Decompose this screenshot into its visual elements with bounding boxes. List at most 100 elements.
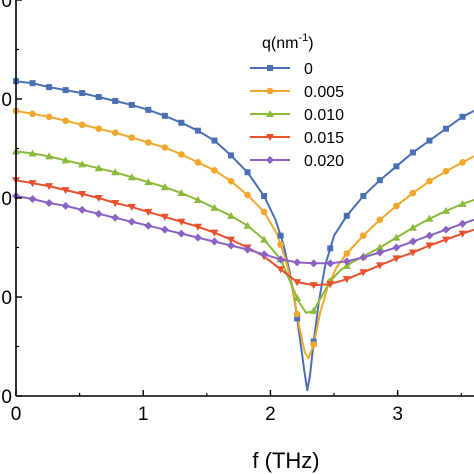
series-1-marker-17 (293, 310, 301, 318)
series-0-marker-19 (327, 245, 334, 252)
series-1-marker-12 (211, 166, 218, 174)
series-2-marker-4 (78, 160, 87, 168)
series-0-marker-27 (459, 113, 466, 120)
series-1-marker-8 (145, 139, 152, 146)
legend-marker-1 (266, 87, 274, 95)
legend-marker-4 (266, 156, 274, 164)
legend-label-1: 0.005 (304, 84, 344, 101)
series-0-marker-7 (128, 101, 135, 108)
series-4-marker-18 (309, 259, 318, 268)
series-2-marker-2 (45, 152, 54, 160)
x-axis-label: f (THz) (252, 448, 319, 473)
series-1-marker-7 (128, 134, 136, 141)
series-3-marker-10 (177, 218, 186, 226)
series-0-marker-11 (194, 127, 201, 134)
series-0-marker-16 (277, 232, 284, 239)
series-3-marker-16 (276, 266, 285, 274)
series-1-marker-27 (459, 159, 466, 166)
series-1-marker-18 (310, 341, 318, 348)
series-0-marker-13 (228, 152, 235, 159)
series-3-marker-13 (227, 236, 236, 244)
legend-marker-3 (266, 134, 274, 141)
series-3-marker-23 (392, 255, 401, 263)
series-3-marker-12 (210, 229, 219, 237)
series-1-marker-22 (376, 216, 384, 224)
y-tick-label-0: 0 (1, 387, 12, 408)
series-2-marker-8 (144, 178, 153, 186)
series-3-marker-1 (28, 180, 37, 188)
series-1-marker-20 (343, 250, 351, 257)
series-1-marker-1 (29, 110, 36, 118)
series-4-marker-16 (276, 255, 285, 264)
legend-label-2: 0.010 (304, 107, 344, 124)
series-2-marker-14 (243, 221, 252, 229)
series-3-marker-6 (111, 199, 120, 207)
series-4-marker-6 (111, 213, 120, 222)
legend-title-close: ) (308, 35, 313, 52)
series-2-marker-13 (227, 211, 236, 219)
series-4-marker-1 (28, 194, 37, 203)
series-4-marker-9 (160, 225, 169, 234)
series-2-marker-7 (127, 173, 136, 181)
series-0-marker-26 (443, 125, 450, 132)
x-tick-label-1: 1 (138, 404, 149, 425)
series-1-marker-26 (442, 167, 450, 175)
series-1-marker-23 (393, 202, 400, 210)
series-2-marker-11 (193, 195, 202, 203)
series-2-marker-10 (177, 189, 186, 197)
series-line-4 (16, 195, 474, 265)
series-2-marker-26 (442, 206, 451, 214)
series-2-marker-12 (210, 203, 219, 211)
legend-label-0: 0 (304, 61, 313, 78)
series-0-marker-6 (112, 97, 119, 104)
series-3-marker-5 (94, 195, 103, 202)
series-0-marker-5 (95, 94, 102, 101)
series-0-marker-10 (178, 119, 185, 126)
series-4-marker-10 (177, 229, 186, 238)
series-0-marker-20 (343, 212, 350, 219)
series-2-marker-24 (408, 223, 417, 231)
series-2-marker-15 (260, 235, 269, 243)
series-4-marker-24 (408, 237, 417, 246)
series-1-marker-9 (161, 144, 169, 151)
series-1-marker-5 (95, 125, 102, 132)
legend-label-4: 0.020 (304, 153, 344, 170)
y-tick-label-1: 0 (1, 288, 12, 309)
series-3-marker-27 (458, 230, 467, 238)
series-4-marker-15 (260, 250, 269, 259)
series-4-marker-17 (293, 258, 302, 267)
series-4-marker-25 (425, 231, 434, 240)
series-1-marker-3 (62, 117, 69, 125)
series-1-marker-15 (260, 208, 268, 216)
series-4-marker-8 (144, 221, 153, 230)
series-4-marker-2 (45, 198, 54, 207)
series-line-2 (16, 150, 474, 314)
series-1-marker-16 (277, 241, 284, 248)
series-1-marker-6 (111, 129, 119, 136)
series-3-marker-22 (375, 262, 384, 270)
series-3-marker-21 (359, 269, 368, 277)
legend-marker-0 (267, 65, 273, 71)
series-1-marker-10 (178, 151, 185, 158)
series-3-marker-7 (127, 203, 136, 211)
series-1-marker-25 (426, 177, 433, 185)
series-0-marker-3 (62, 87, 69, 94)
series-4-marker-12 (210, 237, 219, 246)
series-3-marker-17 (293, 279, 302, 287)
series-4-marker-20 (342, 257, 351, 266)
y-tick-label-2: 0 (1, 189, 12, 210)
series-4-marker-7 (127, 217, 136, 226)
x-tick-label-3: 3 (392, 404, 403, 425)
series-4-marker-19 (326, 259, 335, 268)
series-line-0 (16, 80, 474, 392)
series-3-marker-19 (326, 281, 335, 289)
series-3-marker-3 (61, 187, 70, 195)
series-0-marker-8 (145, 106, 152, 113)
series-0-marker-24 (409, 149, 416, 156)
series-4-marker-23 (392, 243, 401, 252)
series-4-marker-5 (94, 209, 103, 218)
series-4-marker-13 (227, 241, 236, 250)
legend-title: q(nm-1) (262, 32, 314, 52)
series-3-marker-20 (342, 276, 351, 284)
series-0-marker-2 (46, 84, 53, 91)
